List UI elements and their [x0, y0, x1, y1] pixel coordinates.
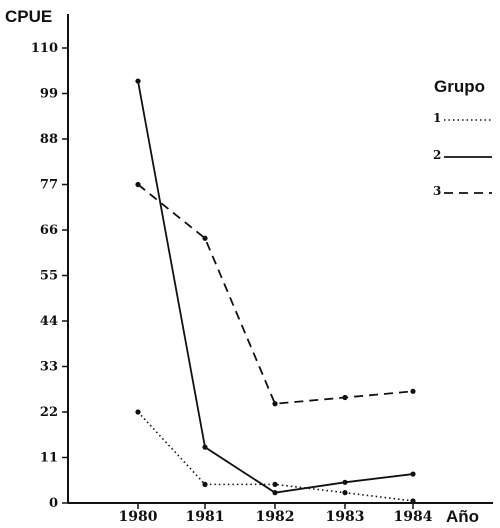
- series-1: [135, 409, 416, 504]
- y-tick-label: 77: [40, 178, 58, 193]
- data-point: [342, 490, 348, 496]
- series-layer: [135, 78, 416, 504]
- data-point: [135, 78, 141, 84]
- legend-label-2: 2: [433, 148, 441, 162]
- legend-title: Grupo: [434, 77, 485, 96]
- y-tick-label: 33: [40, 360, 58, 375]
- data-point: [202, 444, 208, 450]
- x-tick-label: 1981: [186, 509, 225, 525]
- data-point: [272, 490, 278, 496]
- x-tick-label: 1984: [394, 509, 433, 525]
- series-line-1: [137, 411, 414, 502]
- data-point: [202, 235, 208, 241]
- y-tick-label: 44: [40, 314, 58, 329]
- y-tick-label: 22: [40, 405, 58, 420]
- data-point: [342, 479, 348, 485]
- series-3: [135, 181, 416, 407]
- y-tick-label: 0: [49, 496, 58, 511]
- series-2: [135, 78, 416, 496]
- series-line-2: [137, 80, 414, 494]
- data-point: [135, 181, 141, 188]
- legend-label-3: 3: [433, 184, 441, 198]
- legend: Grupo 1 2 3: [433, 77, 492, 198]
- y-tick-label: 66: [40, 223, 58, 238]
- data-point: [202, 481, 208, 487]
- x-ticks: 1980 1981 1982 1983 1984: [119, 503, 433, 525]
- legend-label-1: 1: [433, 111, 441, 125]
- y-tick-label: 11: [40, 451, 58, 466]
- series-line-3: [137, 183, 414, 405]
- data-point: [410, 471, 416, 477]
- y-ticks: 0 11 22 33 44 55 66 77 88 99 110: [31, 41, 68, 511]
- data-point: [410, 388, 416, 394]
- axes: [67, 14, 493, 504]
- y-tick-label: 99: [40, 87, 58, 102]
- data-point: [272, 401, 278, 407]
- x-tick-label: 1983: [326, 509, 365, 525]
- x-tick-label: 1980: [119, 509, 158, 525]
- y-tick-label: 88: [40, 132, 58, 147]
- x-axis-title: Año: [446, 507, 479, 526]
- y-tick-label: 110: [31, 41, 58, 56]
- data-point: [272, 481, 278, 487]
- data-point: [135, 409, 141, 415]
- data-point: [342, 394, 348, 401]
- y-tick-label: 55: [40, 269, 58, 284]
- data-point: [410, 498, 416, 504]
- x-tick-label: 1982: [256, 509, 295, 525]
- y-axis-title: CPUE: [5, 7, 52, 26]
